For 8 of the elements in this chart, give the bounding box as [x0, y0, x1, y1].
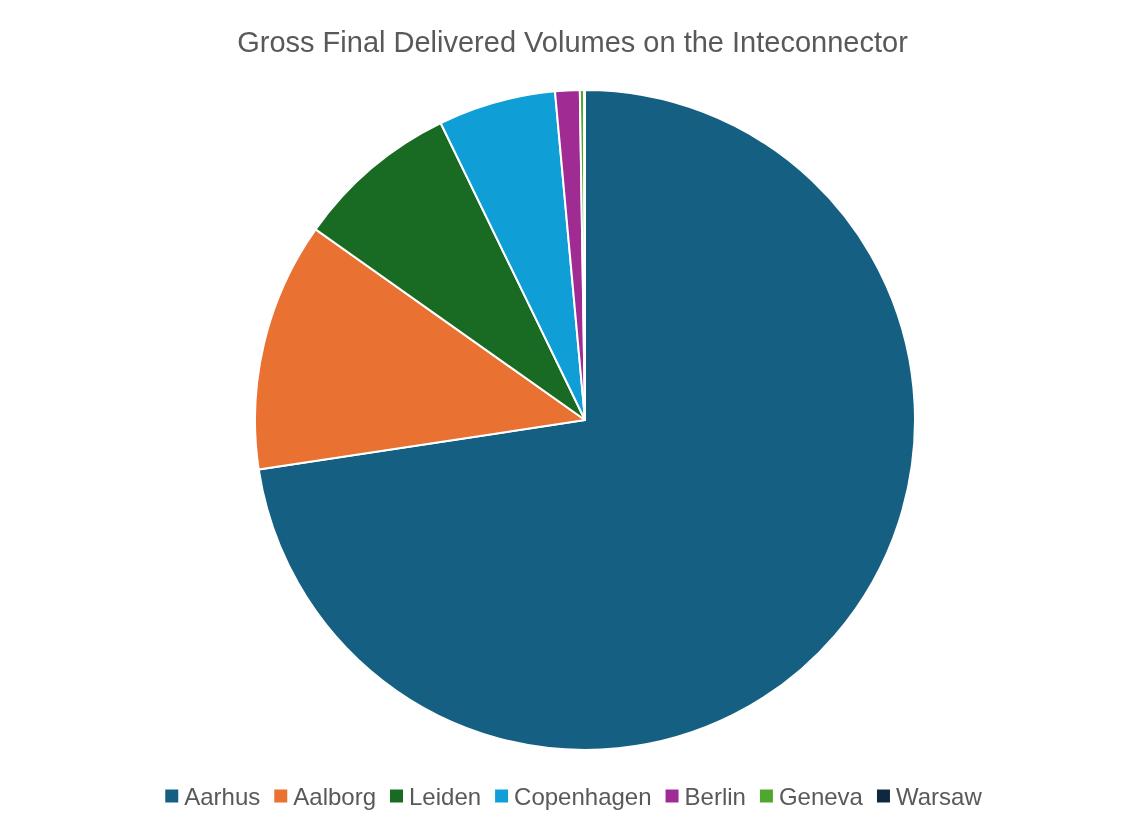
legend-label: Warsaw [895, 782, 983, 810]
legend-label: Aalborg [293, 782, 377, 810]
legend-label: Geneva [778, 782, 864, 810]
legend-label: Berlin [684, 782, 746, 810]
legend-label: Leiden [409, 782, 482, 810]
legend-label: Aarhus [184, 782, 261, 810]
legend-label: Copenhagen [514, 782, 652, 810]
chart-title: Gross Final Delivered Volumes on the Inteconnector [237, 25, 909, 58]
